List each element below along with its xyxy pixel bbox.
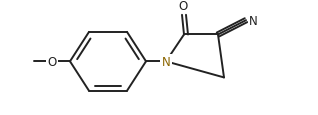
- Text: O: O: [178, 0, 188, 13]
- Text: O: O: [47, 55, 57, 68]
- Text: N: N: [249, 15, 258, 27]
- Text: N: N: [162, 55, 170, 68]
